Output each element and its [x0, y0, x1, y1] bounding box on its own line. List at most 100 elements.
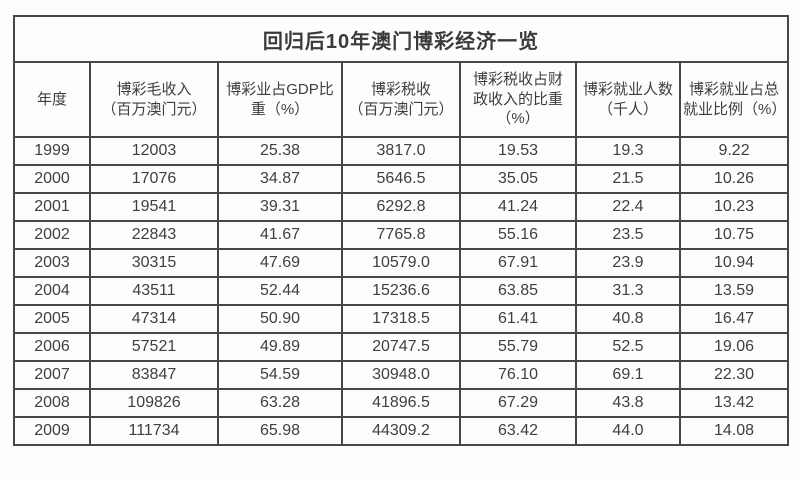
header-row: 年度 博彩毛收入 （百万澳门元） 博彩业占GDP比 重（%） 博彩税收 （百万澳门元）… [13, 61, 790, 138]
value-cell: 15236.6 [341, 276, 461, 306]
value-cell: 34.87 [217, 164, 343, 194]
value-cell: 52.5 [575, 332, 681, 362]
value-cell: 13.59 [678, 276, 790, 306]
column-header-3: 博彩税收 （百万澳门元） [341, 61, 461, 138]
year-cell: 2005 [13, 304, 91, 334]
value-cell: 111734 [89, 416, 219, 446]
value-cell: 43.8 [575, 388, 681, 418]
column-header-5: 博彩就业人数 （千人） [575, 61, 681, 138]
table-row: 2000 17076 34.87 5646.5 35.05 21.5 10.26 [13, 164, 790, 194]
value-cell: 69.1 [575, 360, 681, 390]
value-cell: 16.47 [678, 304, 790, 334]
value-cell: 22843 [89, 220, 219, 250]
value-cell: 63.42 [459, 416, 577, 446]
table-row: 2008 109826 63.28 41896.5 67.29 43.8 13.42 [13, 388, 790, 418]
value-cell: 30315 [89, 248, 219, 278]
value-cell: 12003 [89, 136, 219, 166]
value-cell: 35.05 [459, 164, 577, 194]
table-row: 2007 83847 54.59 30948.0 76.10 69.1 22.30 [13, 360, 790, 390]
value-cell: 31.3 [575, 276, 681, 306]
column-header-4: 博彩税收占财 政收入的比重 （%） [459, 61, 577, 138]
value-cell: 20747.5 [341, 332, 461, 362]
year-cell: 2003 [13, 248, 91, 278]
year-cell: 2007 [13, 360, 91, 390]
year-cell: 2002 [13, 220, 91, 250]
value-cell: 55.16 [459, 220, 577, 250]
value-cell: 41.67 [217, 220, 343, 250]
column-header-0: 年度 [13, 61, 91, 138]
value-cell: 67.91 [459, 248, 577, 278]
year-cell: 2006 [13, 332, 91, 362]
value-cell: 19.06 [678, 332, 790, 362]
column-header-1: 博彩毛收入 （百万澳门元） [89, 61, 219, 138]
value-cell: 76.10 [459, 360, 577, 390]
value-cell: 6292.8 [341, 192, 461, 222]
value-cell: 23.9 [575, 248, 681, 278]
table-row: 2009 111734 65.98 44309.2 63.42 44.0 14.08 [13, 416, 790, 446]
table-row: 2003 30315 47.69 10579.0 67.91 23.9 10.94 [13, 248, 790, 278]
value-cell: 65.98 [217, 416, 343, 446]
macau-gaming-economy-table: 回归后10年澳门博彩经济一览 年度 博彩毛收入 （百万澳门元） 博彩业占GDP比 重… [12, 15, 790, 446]
value-cell: 109826 [89, 388, 219, 418]
value-cell: 25.38 [217, 136, 343, 166]
table-title: 回归后10年澳门博彩经济一览 [12, 15, 790, 63]
value-cell: 43511 [89, 276, 219, 306]
value-cell: 49.89 [217, 332, 343, 362]
value-cell: 54.59 [217, 360, 343, 390]
value-cell: 40.8 [575, 304, 681, 334]
value-cell: 23.5 [575, 220, 681, 250]
value-cell: 61.41 [459, 304, 577, 334]
value-cell: 10.75 [678, 220, 790, 250]
value-cell: 39.31 [217, 192, 343, 222]
value-cell: 10.94 [678, 248, 790, 278]
value-cell: 57521 [89, 332, 219, 362]
value-cell: 55.79 [459, 332, 577, 362]
value-cell: 17076 [89, 164, 219, 194]
value-cell: 44.0 [575, 416, 681, 446]
value-cell: 41896.5 [341, 388, 461, 418]
value-cell: 22.4 [575, 192, 681, 222]
year-cell: 2009 [13, 416, 91, 446]
value-cell: 10.23 [678, 192, 790, 222]
year-cell: 2000 [13, 164, 91, 194]
column-header-6: 博彩就业占总 就业比例（%） [678, 61, 790, 138]
value-cell: 47314 [89, 304, 219, 334]
value-cell: 22.30 [678, 360, 790, 390]
value-cell: 13.42 [678, 388, 790, 418]
value-cell: 50.90 [217, 304, 343, 334]
value-cell: 44309.2 [341, 416, 461, 446]
table-row: 2005 47314 50.90 17318.5 61.41 40.8 16.47 [13, 304, 790, 334]
value-cell: 3817.0 [341, 136, 461, 166]
value-cell: 7765.8 [341, 220, 461, 250]
value-cell: 14.08 [678, 416, 790, 446]
table-row: 2006 57521 49.89 20747.5 55.79 52.5 19.06 [13, 332, 790, 362]
table-row: 2004 43511 52.44 15236.6 63.85 31.3 13.59 [13, 276, 790, 306]
value-cell: 19.53 [459, 136, 577, 166]
year-cell: 1999 [13, 136, 91, 166]
table-row: 1999 12003 25.38 3817.0 19.53 19.3 9.22 [13, 136, 790, 166]
table-row: 2002 22843 41.67 7765.8 55.16 23.5 10.75 [13, 220, 790, 250]
value-cell: 67.29 [459, 388, 577, 418]
year-cell: 2004 [13, 276, 91, 306]
column-header-2: 博彩业占GDP比 重（%） [217, 61, 343, 138]
value-cell: 47.69 [217, 248, 343, 278]
value-cell: 63.85 [459, 276, 577, 306]
value-cell: 30948.0 [341, 360, 461, 390]
title-row: 回归后10年澳门博彩经济一览 [12, 15, 790, 63]
value-cell: 63.28 [217, 388, 343, 418]
value-cell: 10.26 [678, 164, 790, 194]
value-cell: 10579.0 [341, 248, 461, 278]
value-cell: 19.3 [575, 136, 681, 166]
value-cell: 17318.5 [341, 304, 461, 334]
value-cell: 52.44 [217, 276, 343, 306]
year-cell: 2008 [13, 388, 91, 418]
table-row: 2001 19541 39.31 6292.8 41.24 22.4 10.23 [13, 192, 790, 222]
value-cell: 83847 [89, 360, 219, 390]
value-cell: 21.5 [575, 164, 681, 194]
year-cell: 2001 [13, 192, 91, 222]
value-cell: 19541 [89, 192, 219, 222]
value-cell: 9.22 [678, 136, 790, 166]
value-cell: 5646.5 [341, 164, 461, 194]
value-cell: 41.24 [459, 192, 577, 222]
